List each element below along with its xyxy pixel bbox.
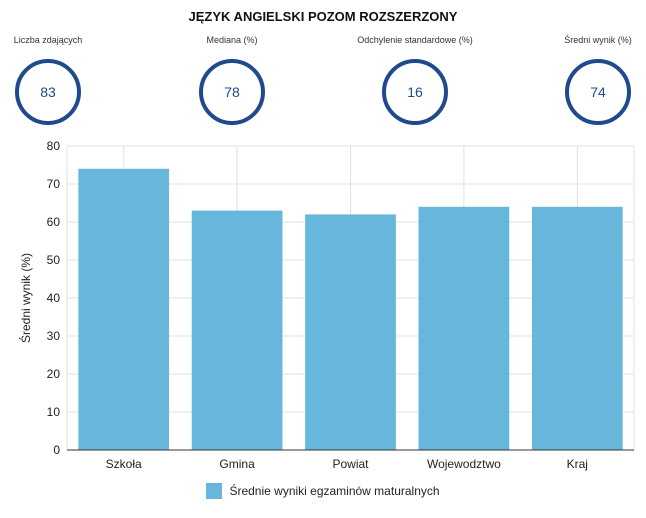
legend-swatch (206, 483, 223, 499)
stat-count: Liczba zdających 83 (0, 35, 118, 125)
stat-mean-label: Średni wynik (%) (564, 35, 632, 45)
stat-mean-circle: 74 (565, 59, 631, 125)
bar-gmina (191, 210, 283, 450)
x-tick-label: Kraj (567, 457, 588, 471)
y-tick-label: 70 (47, 177, 61, 191)
stat-median: Mediana (%) 78 (162, 35, 302, 125)
bar-kraj (531, 206, 623, 450)
stat-median-label: Mediana (%) (206, 35, 258, 45)
x-tick-label: Szkoła (106, 457, 142, 471)
bar-chart: 0 10 20 30 40 50 60 70 80 Szkoła Gmina Powiat Wojewo… (18, 139, 635, 471)
stat-mean-value: 74 (590, 84, 606, 100)
chart-title: JĘZYK ANGIELSKI POZOM ROZSZERZONY (188, 9, 458, 24)
y-tick-label: 20 (47, 367, 61, 381)
bar-powiat (305, 214, 396, 450)
stat-stddev-value: 16 (407, 84, 423, 100)
y-tick-label: 50 (47, 253, 61, 267)
y-tick-label: 30 (47, 329, 61, 343)
y-axis-label: Średni wynik (%) (18, 253, 33, 343)
legend-label: Średnie wyniki egzaminów maturalnych (229, 484, 440, 498)
stat-stddev-label: Odchylenie standardowe (%) (357, 35, 473, 45)
stat-count-label: Liczba zdających (13, 35, 83, 45)
legend: Średnie wyniki egzaminów maturalnych (0, 483, 646, 499)
stat-count-circle: 83 (15, 59, 81, 125)
stat-stddev-circle: 16 (382, 59, 448, 125)
y-tick-label: 0 (53, 443, 60, 457)
stat-median-value: 78 (224, 84, 240, 100)
y-tick-label: 60 (47, 215, 61, 229)
bar-szkoła (78, 168, 170, 451)
stat-stddev: Odchylenie standardowe (%) 16 (345, 35, 485, 125)
x-tick-label: Gmina (219, 457, 255, 471)
y-tick-label: 80 (47, 139, 61, 153)
y-tick-label: 10 (47, 405, 61, 419)
bar-wojewodztwo (418, 206, 510, 450)
stat-count-value: 83 (40, 84, 56, 100)
y-tick-label: 40 (47, 291, 61, 305)
x-tick-label: Wojewodztwo (427, 457, 501, 471)
x-tick-label: Powiat (332, 457, 369, 471)
stat-median-circle: 78 (199, 59, 265, 125)
stat-mean: Średni wynik (%) 74 (528, 35, 646, 125)
